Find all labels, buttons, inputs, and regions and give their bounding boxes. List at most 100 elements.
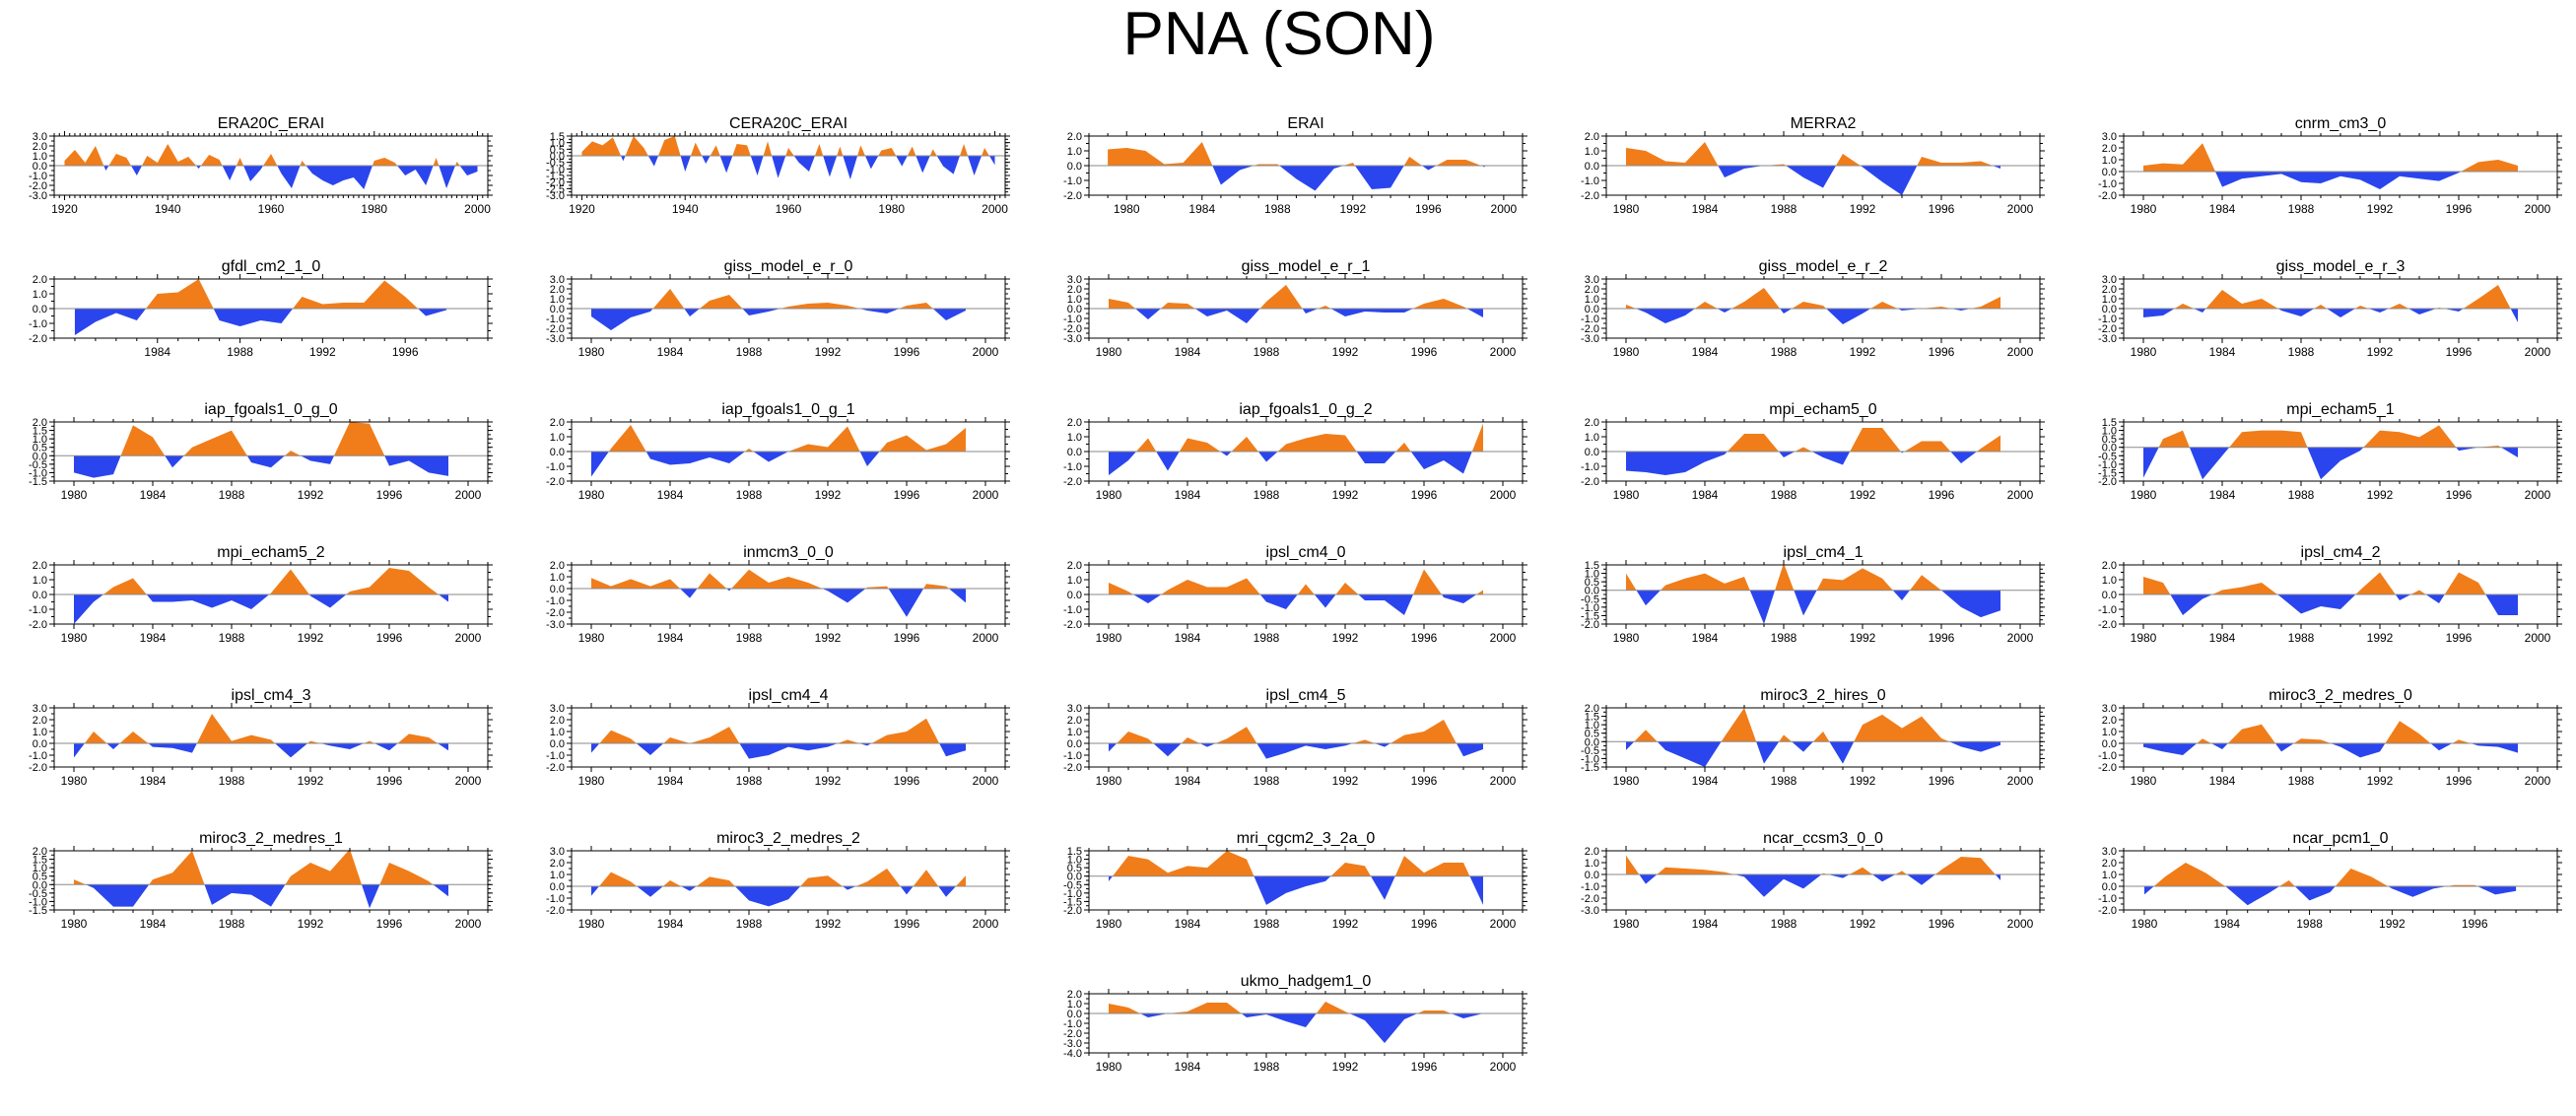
positive-area — [1109, 423, 1483, 452]
x-tick-label: 2000 — [1490, 345, 1517, 359]
x-tick-label: 1984 — [657, 488, 684, 502]
x-tick-label: 1984 — [1175, 631, 1201, 645]
y-tick-label: -1.0 — [1063, 750, 1082, 762]
x-tick-label: 1980 — [2131, 631, 2157, 645]
x-tick-label: 1984 — [2209, 488, 2236, 502]
x-tick-label: 1992 — [1332, 345, 1359, 359]
x-tick-label: 1980 — [1613, 631, 1640, 645]
y-tick-label: 3.0 — [550, 703, 565, 715]
x-tick-label: 1996 — [376, 774, 403, 788]
negative-area — [1109, 1013, 1483, 1043]
positive-area — [74, 568, 448, 594]
negative-area — [1626, 741, 2000, 767]
y-tick-label: 0.5 — [1067, 863, 1082, 874]
x-tick-label: 1984 — [1692, 774, 1719, 788]
x-tick-label: 1984 — [657, 631, 684, 645]
positive-area — [591, 289, 966, 309]
x-tick-label: 1984 — [1692, 488, 1719, 502]
positive-area — [1626, 428, 2000, 452]
y-tick-label: -1.0 — [1063, 1018, 1082, 1030]
x-tick-label: 1992 — [1850, 631, 1876, 645]
x-tick-label: 1988 — [1254, 345, 1280, 359]
x-tick-label: 1984 — [1692, 917, 1719, 931]
x-tick-label: 1980 — [878, 202, 905, 216]
x-tick-label: 1992 — [298, 917, 324, 931]
y-tick-label: 2.0 — [1067, 560, 1082, 572]
y-tick-label: 1.0 — [1067, 432, 1082, 444]
x-tick-label: 1988 — [1254, 774, 1280, 788]
y-tick-label: 0.0 — [2102, 443, 2117, 454]
x-tick-label: 1980 — [1613, 345, 1640, 359]
panel-title: ncar_pcm1_0 — [2293, 830, 2389, 847]
y-tick-label: -1.5 — [1581, 762, 1599, 774]
y-tick-label: 1.0 — [1585, 294, 1599, 306]
y-tick-label: -1.5 — [546, 171, 565, 182]
x-tick-label: 1996 — [2446, 488, 2473, 502]
x-tick-label: 1988 — [1254, 917, 1280, 931]
y-tick-label: -1.0 — [29, 171, 47, 182]
y-tick-label: 0.0 — [1067, 1009, 1082, 1020]
y-tick-label: 1.0 — [550, 138, 565, 150]
negative-area — [1626, 590, 2000, 624]
y-tick-label: 0.0 — [2102, 881, 2117, 893]
y-tick-label: -2.0 — [2098, 905, 2117, 917]
y-tick-label: 0.0 — [2102, 167, 2117, 178]
y-tick-label: -2.0 — [29, 619, 47, 631]
panel-title: giss_model_e_r_0 — [724, 258, 853, 275]
positive-area — [2143, 143, 2518, 172]
positive-area — [1626, 855, 2000, 874]
y-tick-label: 1.0 — [550, 572, 565, 584]
y-tick-label: 0.0 — [1067, 738, 1082, 750]
positive-area — [1626, 142, 2000, 166]
x-tick-label: 1996 — [392, 345, 419, 359]
x-tick-label: 1960 — [258, 202, 285, 216]
y-tick-label: -3.0 — [2098, 333, 2117, 345]
x-tick-label: 2000 — [2007, 631, 2034, 645]
y-tick-label: 2.0 — [2102, 560, 2117, 572]
y-tick-label: 2.0 — [550, 417, 565, 429]
y-tick-label: -1.5 — [1063, 896, 1082, 908]
y-tick-label: -1.0 — [2098, 178, 2117, 190]
x-tick-label: 1992 — [2367, 202, 2394, 216]
y-tick-label: -0.5 — [1063, 879, 1082, 891]
x-tick-label: 1980 — [1096, 774, 1122, 788]
positive-area — [74, 279, 447, 309]
y-tick-label: 1.0 — [1585, 569, 1599, 581]
y-tick-label: -2.0 — [1063, 762, 1082, 774]
x-tick-label: 1920 — [51, 202, 78, 216]
y-tick-label: -1.5 — [29, 905, 47, 917]
panel-title: mpi_echam5_1 — [2286, 401, 2395, 418]
negative-area — [1626, 309, 2000, 324]
y-tick-label: 1.0 — [2102, 155, 2117, 167]
negative-area — [2143, 594, 2518, 615]
positive-area — [591, 718, 966, 743]
y-tick-label: 3.0 — [1585, 274, 1599, 286]
y-tick-label: 1.0 — [1067, 999, 1082, 1011]
x-tick-label: 1920 — [569, 202, 595, 216]
panel-giss_model_e_r_1: giss_model_e_r_1 -3.0-2.0-1.00.01.02.03.0… — [1063, 258, 1527, 359]
x-tick-label: 1996 — [894, 631, 920, 645]
x-tick-label: 1996 — [2446, 631, 2473, 645]
x-tick-label: 1992 — [1850, 917, 1876, 931]
x-tick-label: 1996 — [1411, 1060, 1438, 1074]
x-tick-label: 1984 — [1175, 345, 1201, 359]
y-tick-label: -2.0 — [1063, 476, 1082, 488]
x-tick-label: 1988 — [2288, 202, 2315, 216]
y-tick-label: -2.0 — [2098, 190, 2117, 202]
y-tick-label: 1.0 — [2102, 575, 2117, 587]
x-tick-label: 2000 — [1491, 202, 1518, 216]
y-tick-label: -1.0 — [29, 750, 47, 762]
negative-area — [2143, 172, 2518, 189]
x-tick-label: 1996 — [1415, 202, 1442, 216]
y-tick-label: -2.0 — [546, 607, 565, 619]
x-tick-label: 1996 — [1929, 917, 1955, 931]
y-tick-label: 2.0 — [33, 417, 47, 429]
x-tick-label: 1996 — [1929, 202, 1955, 216]
y-tick-label: -2.0 — [1063, 323, 1082, 335]
x-tick-label: 1992 — [2367, 488, 2394, 502]
panel-title: mri_cgcm2_3_2a_0 — [1237, 830, 1376, 847]
y-tick-label: 2.0 — [1585, 131, 1599, 143]
panel-ipsl_cm4_2: ipsl_cm4_2 -2.0 -1.0 0.0 1.0 2.0 1980 1984 1988 1… — [2098, 544, 2562, 645]
positive-area — [1109, 851, 1483, 876]
x-tick-label: 1992 — [1332, 488, 1359, 502]
